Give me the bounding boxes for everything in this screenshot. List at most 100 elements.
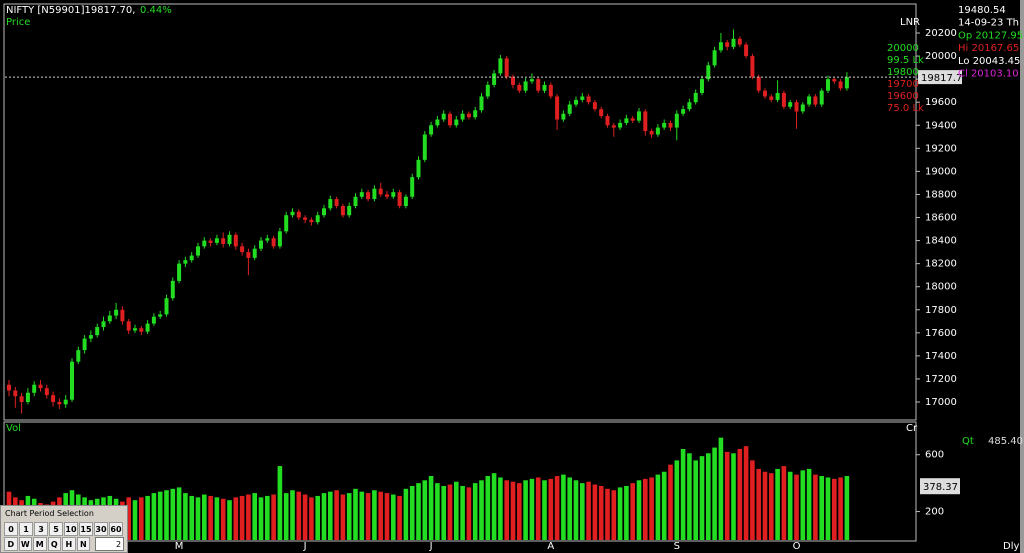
volume-bar: [447, 484, 453, 540]
period-button[interactable]: 30: [94, 522, 108, 536]
volume-bar: [372, 490, 377, 540]
candle-body: [290, 211, 295, 216]
volume-bar: [693, 460, 698, 540]
volume-bar: [731, 453, 736, 540]
level-label: 19600: [887, 91, 919, 102]
candle-body: [460, 113, 465, 120]
period-button[interactable]: 10: [64, 522, 78, 536]
x-tick-label: J: [303, 541, 307, 552]
candle-body: [44, 388, 49, 396]
level-label: 99.5 Lk: [887, 55, 924, 66]
volume-bar: [239, 495, 245, 540]
period-button[interactable]: Q: [47, 537, 62, 551]
candle-body: [781, 92, 786, 107]
candle-body: [403, 196, 408, 206]
qt-value: 485.40: [988, 436, 1023, 447]
period-button[interactable]: H: [62, 537, 76, 551]
volume-bar: [271, 494, 276, 540]
y-tick-label: 20000: [925, 51, 957, 62]
y-tick-label: 600: [925, 450, 944, 461]
candle-body: [101, 321, 106, 328]
candle-body: [844, 77, 849, 89]
period-button[interactable]: 1: [19, 522, 33, 536]
volume-bar: [617, 487, 623, 540]
candle-body: [662, 122, 667, 128]
candle-body: [448, 113, 452, 126]
candle-body: [76, 350, 81, 362]
volume-bar: [265, 495, 270, 540]
candle-body: [385, 194, 389, 197]
volume-bar: [246, 494, 251, 540]
candle-body: [630, 118, 635, 121]
candle-body: [536, 79, 541, 91]
candle-body: [731, 38, 736, 47]
change: 0.44%: [140, 5, 172, 16]
candle-body: [328, 199, 333, 209]
candle-body: [246, 252, 251, 258]
candle-body: [284, 215, 289, 232]
volume-bar: [718, 437, 724, 540]
candle-body: [611, 125, 616, 128]
y-tick-label: 19000: [925, 166, 957, 177]
candle-body: [548, 84, 553, 97]
period-button[interactable]: 3: [34, 522, 48, 536]
volume-bar: [145, 495, 150, 540]
candle-body: [391, 192, 396, 197]
period-button[interactable]: N: [76, 537, 91, 551]
volume-bar: [535, 477, 541, 540]
last-price-label: 19817.7: [921, 73, 962, 84]
candle-body: [592, 102, 597, 110]
candle-body: [832, 79, 837, 82]
level-label: 19800: [887, 67, 919, 78]
candle-body: [485, 84, 490, 97]
volume-bar: [517, 483, 522, 540]
period-input[interactable]: 2: [95, 537, 125, 551]
candle-body: [397, 192, 402, 206]
candle-body: [296, 211, 301, 218]
candle-body: [202, 240, 207, 247]
period-button[interactable]: 5: [49, 522, 63, 536]
volume-bar: [403, 488, 409, 540]
volume-bar: [630, 483, 635, 540]
volume-bar: [472, 483, 478, 540]
candle-body: [706, 65, 711, 80]
candle-body: [813, 96, 818, 105]
candle-body: [700, 79, 704, 93]
volume-bar: [309, 497, 314, 540]
volume-bar: [567, 477, 572, 540]
candle-body: [492, 73, 497, 85]
candle-body: [574, 99, 578, 105]
volume-bar: [498, 477, 503, 540]
volume-bar: [340, 494, 346, 540]
period-button[interactable]: 60: [109, 522, 123, 536]
volume-bar: [227, 500, 232, 540]
candle-body: [517, 84, 522, 91]
volume-bar: [529, 478, 535, 540]
y-tick-label: 18000: [925, 282, 957, 293]
candle-body: [133, 328, 137, 331]
info-text: Op 20127.95: [958, 30, 1023, 41]
period-button[interactable]: 0: [4, 522, 18, 536]
period-button[interactable]: 15: [79, 522, 93, 536]
candle-body: [315, 215, 320, 223]
volume-bar: [762, 471, 768, 540]
period-button[interactable]: D: [4, 537, 18, 551]
candle-body: [567, 104, 572, 114]
volume-bar: [422, 480, 428, 540]
volume-bar: [573, 480, 579, 540]
candle-body: [32, 384, 37, 393]
period-button[interactable]: W: [18, 537, 33, 551]
candle-body: [422, 134, 427, 160]
candle-body: [618, 122, 623, 128]
volume-bar: [302, 494, 308, 540]
volume-bar: [586, 481, 591, 540]
period-button[interactable]: M: [33, 537, 47, 551]
y-tick-label: 18800: [925, 189, 957, 200]
candle-body: [624, 118, 629, 123]
volume-bar: [523, 480, 528, 540]
info-text: 19480.54: [958, 5, 1006, 16]
volume-bar: [598, 485, 604, 540]
volume-bar: [806, 468, 812, 540]
volume-bar: [724, 451, 730, 540]
